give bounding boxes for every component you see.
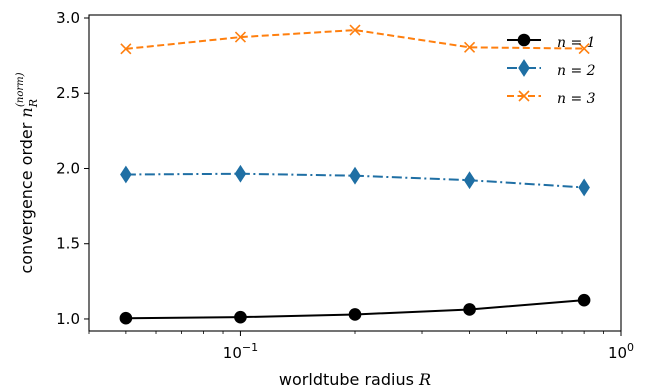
y-axis-label-superscript: (norm) [15, 72, 26, 107]
legend-label: n = 3 [557, 91, 596, 107]
x-tick-label: 10−1 [223, 341, 258, 362]
y-tick-labels: 1.0 1.5 2.0 2.5 3.0 [56, 9, 80, 328]
series-line [125, 29, 585, 50]
y-axis-label-symbol: n [17, 107, 36, 117]
x-tick-exponent: 0 [627, 341, 634, 354]
data-point [234, 164, 247, 183]
data-point [463, 41, 476, 53]
x-tick-exponent: −1 [242, 341, 258, 354]
x-axis-label-text: worldtube radius [279, 370, 419, 389]
data-point [234, 31, 247, 43]
data-point [120, 43, 132, 55]
legend: n = 1 n = 2 n = 3 [507, 33, 596, 107]
data-point [349, 24, 361, 36]
legend-entry [507, 59, 541, 77]
legend-marker [518, 90, 530, 102]
series-2 [120, 164, 590, 197]
series-layer [119, 24, 591, 325]
data-point [120, 165, 132, 184]
data-point [348, 308, 362, 321]
data-point [463, 303, 476, 316]
x-tick-label: 100 [608, 341, 634, 362]
y-tick-label: 2.0 [56, 159, 80, 177]
plot-area-frame [88, 14, 622, 332]
marker-stroke [578, 42, 590, 55]
marker-stroke [234, 31, 247, 43]
x-tick-labels: 10−1 100 [223, 341, 634, 362]
data-point [119, 311, 133, 325]
y-axis-label-subscript: R [27, 99, 40, 108]
data-point [578, 178, 590, 197]
series-1 [119, 293, 591, 325]
marker-stroke [349, 24, 361, 36]
data-point [234, 310, 247, 324]
y-axis-label: convergence order nR(norm) [15, 72, 40, 273]
data-point [463, 171, 476, 190]
y-tick-label: 2.5 [56, 84, 80, 102]
y-tick-label: 1.0 [56, 310, 80, 328]
marker-stroke [518, 90, 530, 102]
marker-stroke [120, 43, 132, 55]
y-tick-label: 3.0 [56, 9, 80, 27]
legend-label: n = 1 [557, 35, 596, 51]
legend-marker [518, 59, 530, 77]
y-tick-label: 1.5 [56, 235, 80, 253]
data-point [349, 166, 361, 185]
legend-marker [517, 33, 531, 47]
x-axis-label: worldtube radius R [279, 370, 431, 389]
legend-label: n = 2 [557, 63, 596, 79]
x-axis-label-symbol: R [418, 370, 431, 389]
marker-stroke [463, 41, 476, 53]
x-tick-base: 10 [223, 344, 242, 362]
data-point [577, 293, 591, 307]
x-tick-base: 10 [608, 344, 627, 362]
legend-entry [507, 33, 541, 47]
legend-entry [507, 90, 541, 102]
data-point [578, 42, 590, 55]
y-axis-label-text: convergence order [17, 118, 36, 274]
series-3 [120, 24, 590, 55]
